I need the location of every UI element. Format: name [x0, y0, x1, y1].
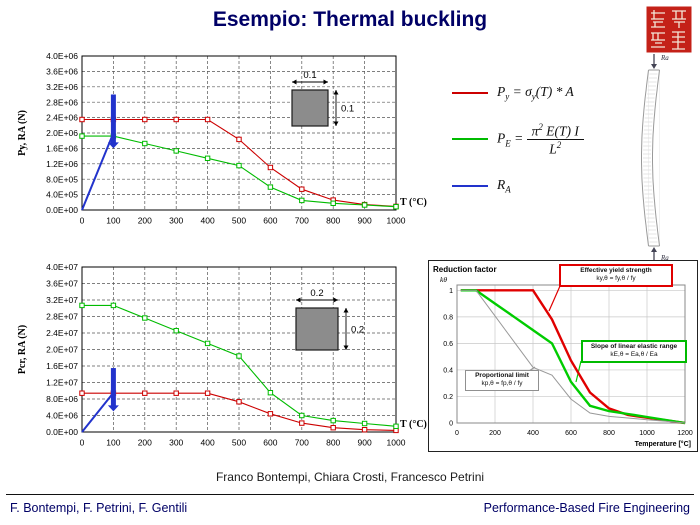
annotation-proportional-limit: Proportional limit kp,θ = fp,θ / fy [465, 370, 539, 391]
svg-text:0.0E+00: 0.0E+00 [46, 205, 78, 215]
svg-text:400: 400 [201, 438, 215, 448]
svg-text:Reduction factor: Reduction factor [433, 265, 497, 274]
legend-line-blue-icon [452, 184, 488, 187]
svg-text:2.8E+06: 2.8E+06 [46, 97, 78, 107]
footer-divider [6, 494, 694, 495]
svg-text:200: 200 [138, 216, 152, 226]
svg-text:600: 600 [263, 438, 277, 448]
svg-text:0: 0 [80, 438, 85, 448]
legend-item-pe: PE = π2 E(T) I L2 [452, 122, 622, 157]
svg-text:2.4E+07: 2.4E+07 [46, 328, 78, 338]
svg-text:0.2: 0.2 [310, 288, 323, 299]
legend-formula-py: Py = σy(T) * A [497, 84, 574, 102]
svg-text:600: 600 [263, 216, 277, 226]
svg-text:300: 300 [169, 438, 183, 448]
svg-text:0.6: 0.6 [443, 341, 453, 348]
svg-text:500: 500 [232, 438, 246, 448]
svg-text:0.1: 0.1 [341, 104, 354, 115]
svg-text:400: 400 [201, 216, 215, 226]
svg-text:500: 500 [232, 216, 246, 226]
svg-text:0.2: 0.2 [351, 325, 364, 336]
svg-text:Ra: Ra [660, 54, 669, 62]
svg-text:Pcr, RA (N): Pcr, RA (N) [17, 325, 28, 374]
svg-text:Py, RA (N): Py, RA (N) [17, 110, 28, 156]
reduction-factors-chart: 0 200 400 600 800 1000 1200 0 0.2 0.4 0.6 0.8 1 Reduc… [429, 261, 697, 456]
svg-text:300: 300 [169, 216, 183, 226]
svg-text:1.2E+07: 1.2E+07 [46, 378, 78, 388]
svg-text:3.6E+06: 3.6E+06 [46, 67, 78, 77]
svg-text:T (°C): T (°C) [400, 419, 427, 430]
svg-text:Ra: Ra [660, 254, 669, 262]
annotation-slope-linear-elastic-range: Slope of linear elastic range kE,θ = Ea,… [581, 340, 687, 363]
chart-pcr-ra: 0.2 0.2 0 100 200 300 400 500 600 700 800 900 1000 0.… [12, 258, 432, 470]
svg-text:4.0E+05: 4.0E+05 [46, 190, 78, 200]
svg-text:Temperature [°C]: Temperature [°C] [635, 440, 691, 448]
reduction-factors-panel: 0 200 400 600 800 1000 1200 0 0.2 0.4 0.6 0.8 1 Reduc… [428, 260, 698, 452]
formula-legend: Py = σy(T) * A PE = π2 E(T) I L2 RA [452, 84, 622, 194]
svg-text:1000: 1000 [387, 438, 406, 448]
svg-text:4.0E+06: 4.0E+06 [46, 51, 78, 61]
svg-text:400: 400 [527, 430, 539, 437]
svg-text:0.2: 0.2 [443, 394, 453, 401]
svg-text:2.0E+06: 2.0E+06 [46, 128, 78, 138]
footer-course-title: Performance-Based Fire Engineering [483, 501, 690, 515]
svg-text:700: 700 [295, 438, 309, 448]
svg-text:0.0E+00: 0.0E+00 [46, 427, 78, 437]
svg-text:8.0E+06: 8.0E+06 [46, 394, 78, 404]
svg-text:0.1: 0.1 [303, 70, 316, 81]
svg-text:1: 1 [449, 288, 453, 295]
svg-text:0.4: 0.4 [443, 367, 453, 374]
svg-text:4.0E+07: 4.0E+07 [46, 262, 78, 272]
svg-text:4.0E+06: 4.0E+06 [46, 411, 78, 421]
svg-text:100: 100 [106, 216, 120, 226]
legend-formula-pe: PE = π2 E(T) I L2 [497, 122, 584, 157]
legend-line-green-icon [452, 138, 488, 141]
legend-formula-ra: RA [497, 176, 511, 195]
svg-text:1.6E+06: 1.6E+06 [46, 144, 78, 154]
svg-text:1200: 1200 [677, 430, 693, 437]
buckled-column-figure: Ra Ra [618, 48, 698, 268]
svg-text:1000: 1000 [387, 216, 406, 226]
svg-text:1000: 1000 [639, 430, 655, 437]
footer-authors: F. Bontempi, F. Petrini, F. Gentili [10, 501, 188, 515]
svg-text:2.0E+07: 2.0E+07 [46, 345, 78, 355]
svg-text:0: 0 [455, 430, 459, 437]
svg-text:200: 200 [489, 430, 501, 437]
svg-text:900: 900 [358, 216, 372, 226]
svg-text:900: 900 [358, 438, 372, 448]
svg-text:800: 800 [326, 438, 340, 448]
legend-item-py: Py = σy(T) * A [452, 84, 622, 102]
svg-text:800: 800 [326, 216, 340, 226]
svg-text:0: 0 [80, 216, 85, 226]
svg-text:0: 0 [449, 421, 453, 428]
svg-text:700: 700 [295, 216, 309, 226]
svg-text:800: 800 [603, 430, 615, 437]
fraction: π2 E(T) I L2 [526, 122, 584, 157]
legend-item-ra: RA [452, 176, 622, 195]
seal-stamp-icon [646, 6, 692, 53]
svg-text:100: 100 [106, 438, 120, 448]
svg-text:200: 200 [138, 438, 152, 448]
legend-line-red-icon [452, 91, 488, 94]
svg-text:1.6E+07: 1.6E+07 [46, 361, 78, 371]
chart-py-ra: 0.1 0.1 0 100 200 300 400 500 600 700 800 900 1000 0.… [12, 50, 432, 246]
svg-text:kθ: kθ [440, 275, 447, 284]
svg-text:3.6E+07: 3.6E+07 [46, 279, 78, 289]
svg-text:1.2E+06: 1.2E+06 [46, 159, 78, 169]
authors-credit: Franco Bontempi, Chiara Crosti, Francesc… [215, 470, 485, 484]
svg-text:2.4E+06: 2.4E+06 [46, 113, 78, 123]
page-title: Esempio: Thermal buckling [212, 8, 488, 31]
svg-text:2.8E+07: 2.8E+07 [46, 312, 78, 322]
annotation-effective-yield-strength: Effective yield strength ky,θ = fy,θ / f… [559, 264, 673, 287]
svg-text:3.2E+06: 3.2E+06 [46, 82, 78, 92]
svg-text:0.8: 0.8 [443, 314, 453, 321]
svg-text:600: 600 [565, 430, 577, 437]
svg-text:8.0E+05: 8.0E+05 [46, 174, 78, 184]
svg-text:3.2E+07: 3.2E+07 [46, 295, 78, 305]
svg-text:T (°C): T (°C) [400, 197, 427, 208]
